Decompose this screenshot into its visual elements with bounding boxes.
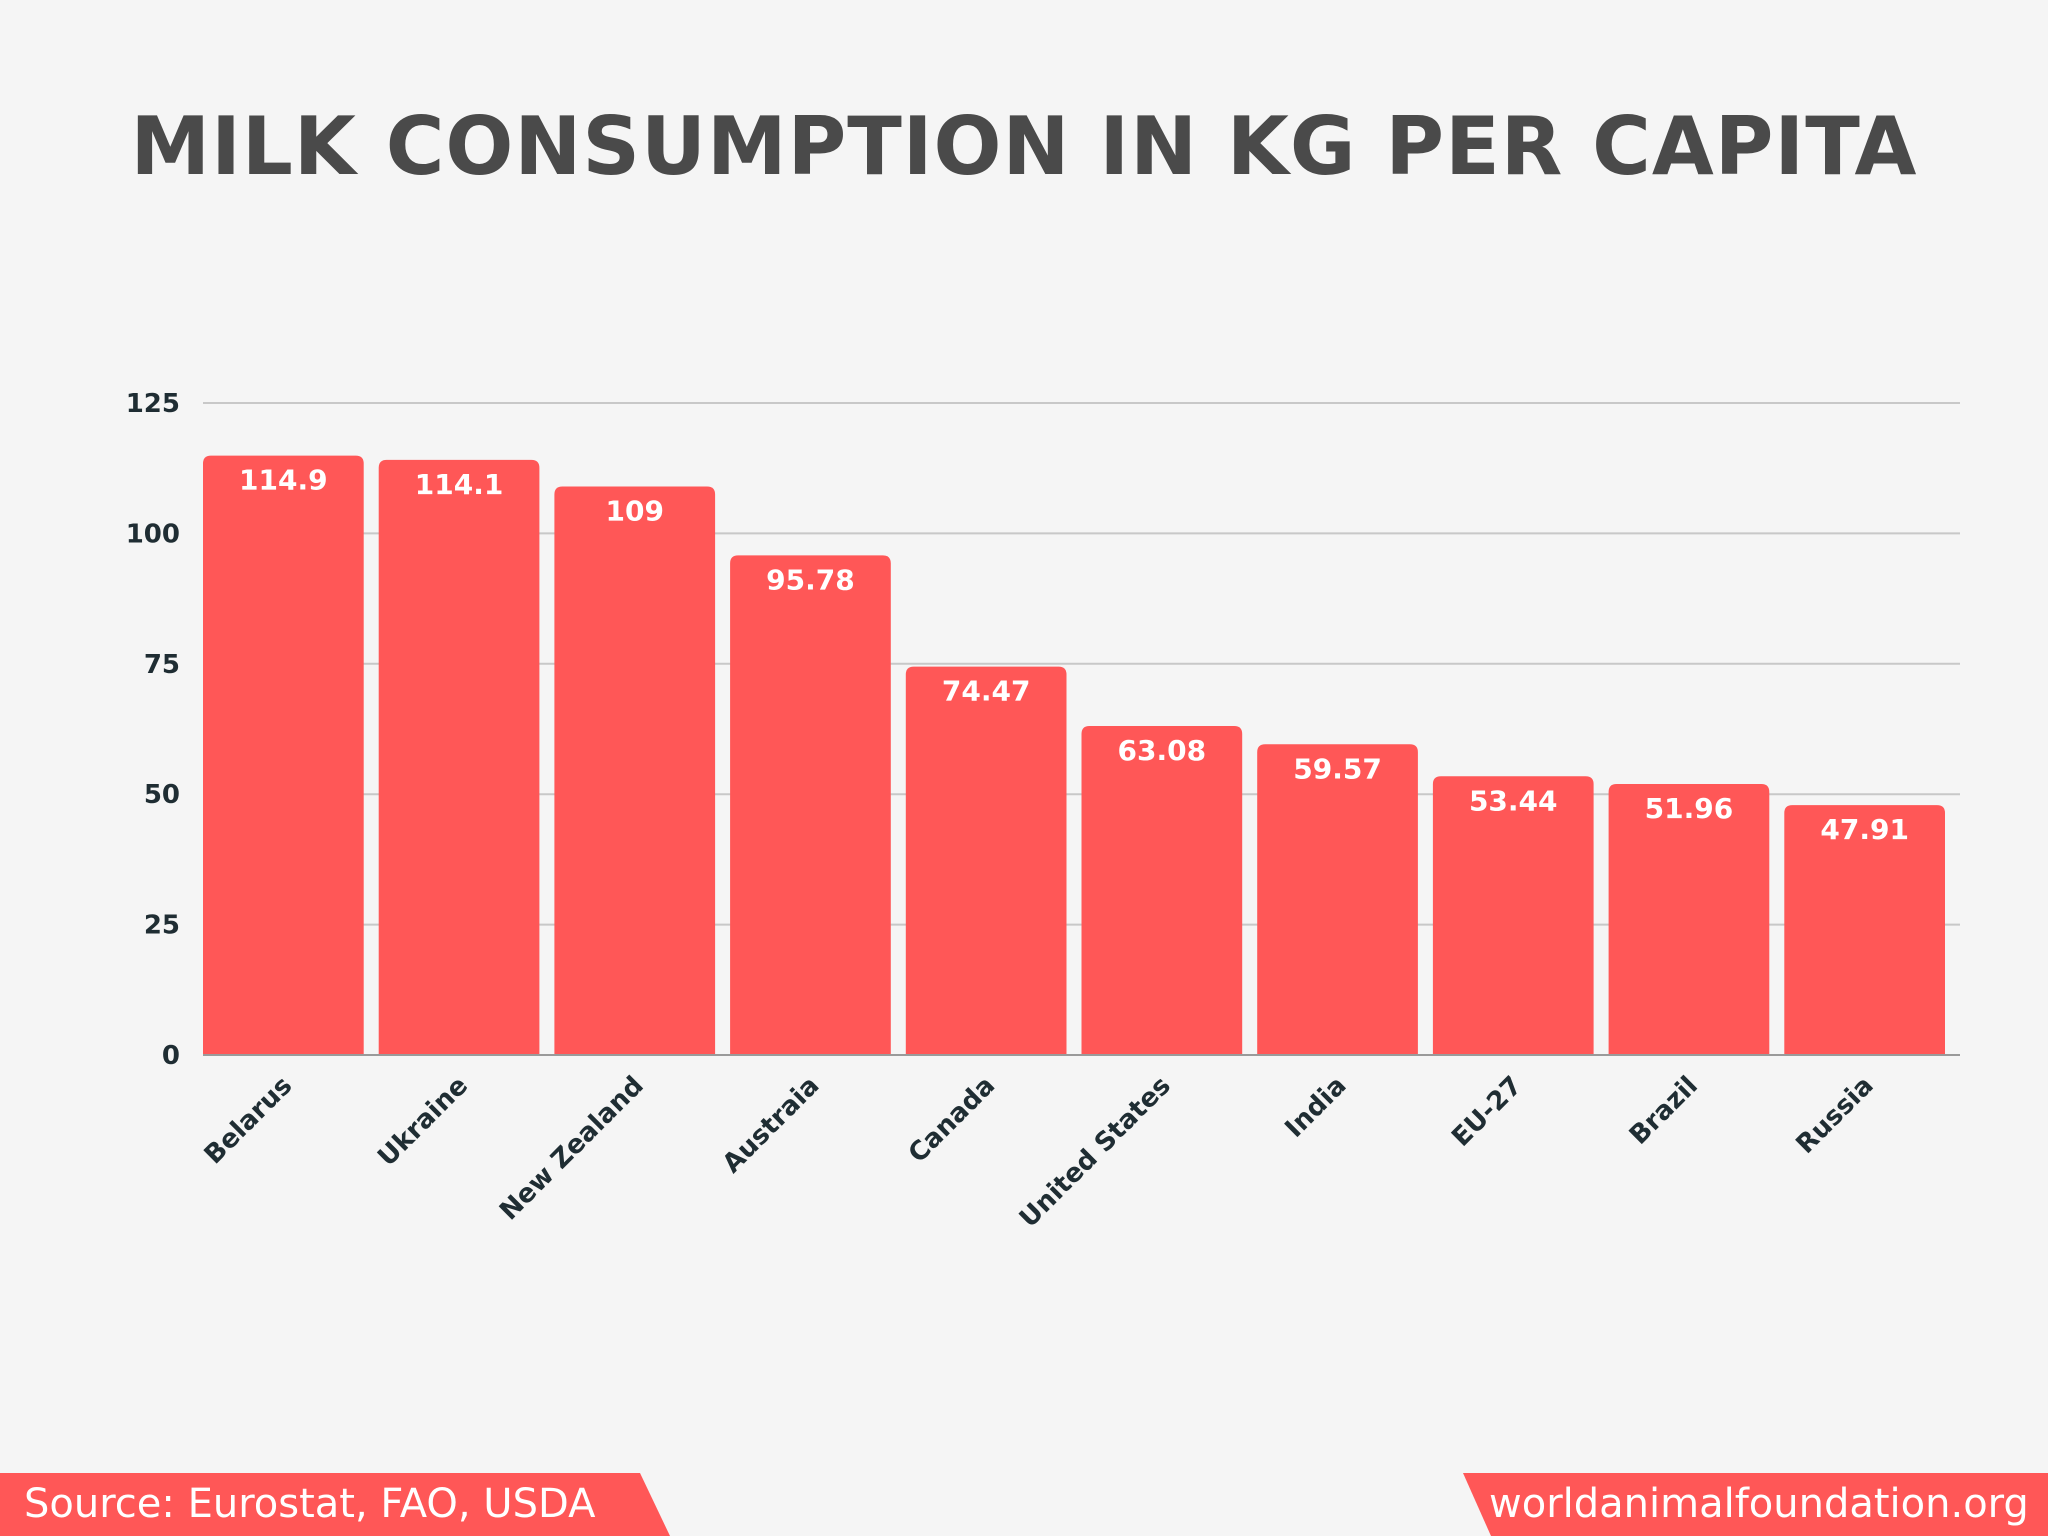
- y-tick-label: 75: [144, 650, 180, 680]
- y-tick-label: 0: [162, 1041, 180, 1071]
- x-category-label: New Zealand: [494, 1071, 650, 1227]
- website-label: worldanimalfoundation.org: [1463, 1473, 2048, 1536]
- x-category-label: Canada: [903, 1071, 1001, 1169]
- chart-title: MILK CONSUMPTION IN KG PER CAPITA: [130, 100, 1918, 193]
- bar: [1608, 783, 1770, 1055]
- x-category-label: Russia: [1791, 1071, 1880, 1160]
- bar: [378, 459, 540, 1056]
- y-tick-label: 125: [126, 389, 180, 419]
- x-category-label: India: [1279, 1071, 1352, 1144]
- x-category-label: Ukraine: [372, 1071, 474, 1173]
- data-label: 59.57: [1293, 752, 1382, 785]
- data-label: 114.1: [415, 468, 504, 501]
- bar: [1081, 725, 1243, 1055]
- data-label: 114.9: [239, 464, 328, 497]
- bar: [554, 486, 716, 1055]
- y-tick-label: 100: [126, 519, 180, 549]
- bar: [730, 555, 891, 1055]
- bar: [203, 455, 364, 1055]
- bar: [905, 666, 1067, 1055]
- data-label: 109: [606, 494, 664, 527]
- data-label: 74.47: [942, 675, 1031, 708]
- data-label: 47.91: [1820, 813, 1909, 846]
- x-category-label: Brazil: [1624, 1071, 1704, 1151]
- x-category-label: Belarus: [199, 1071, 299, 1171]
- y-tick-label: 25: [144, 911, 180, 941]
- bar: [1784, 805, 1945, 1055]
- source-label: Source: Eurostat, FAO, USDA: [0, 1473, 670, 1536]
- data-label: 63.08: [1118, 734, 1207, 767]
- data-label: 53.44: [1469, 784, 1558, 817]
- data-label: 95.78: [766, 563, 855, 596]
- data-label: 51.96: [1645, 792, 1734, 825]
- bar: [1257, 744, 1418, 1055]
- x-category-label: United States: [1014, 1071, 1177, 1234]
- bar: [1432, 776, 1594, 1055]
- x-category-label: Austraia: [717, 1071, 825, 1179]
- y-tick-label: 50: [144, 780, 180, 810]
- x-category-label: EU-27: [1446, 1071, 1528, 1153]
- bar-chart: 0 25 50 75 100 125 114.9 Belarus 114.1 Ukraine 109…: [126, 389, 1960, 1234]
